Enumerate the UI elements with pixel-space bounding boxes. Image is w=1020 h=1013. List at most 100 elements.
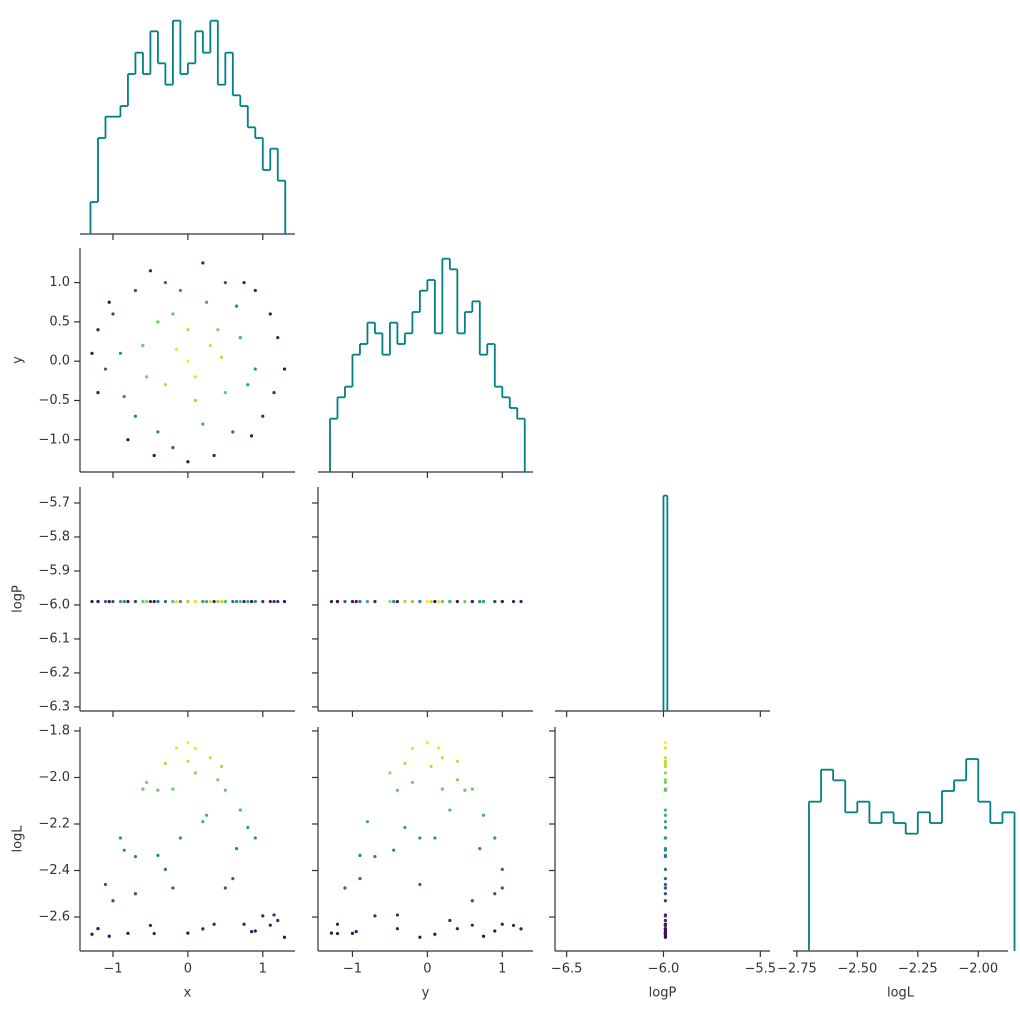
scatter-point [272, 391, 276, 395]
x-tick-label: −1 [103, 962, 122, 977]
scatter-point [238, 336, 242, 340]
scatter-point [156, 430, 160, 434]
scatter-point [437, 746, 441, 750]
scatter-point [103, 599, 108, 604]
scatter-point [663, 746, 668, 750]
scatter-point [219, 355, 224, 359]
y-tick-label: −2.2 [38, 816, 70, 831]
scatter-point [205, 813, 209, 817]
y-tick-label: −2.6 [38, 910, 70, 925]
scatter-point [145, 780, 149, 784]
scatter-point [103, 367, 108, 371]
scatter-point [261, 914, 265, 918]
scatter-point [440, 787, 444, 791]
scatter-point [663, 922, 668, 926]
scatter-point [212, 599, 216, 604]
y-tick-label: −5.7 [38, 495, 70, 510]
scatter-point [231, 599, 235, 604]
scatter-point [133, 599, 138, 604]
scatter-point [463, 599, 467, 604]
scatter-point [133, 414, 138, 418]
scatter-point [118, 351, 123, 355]
scatter-point [156, 788, 160, 792]
scatter-point [354, 599, 358, 604]
x-axis-label: logP [649, 986, 677, 1001]
scatter-point [448, 918, 452, 923]
scatter-point [440, 599, 444, 604]
scatter-point [201, 261, 205, 265]
y-tick-label: −2.0 [38, 770, 70, 785]
x-tick-label: −2.50 [837, 962, 877, 977]
scatter-point [175, 746, 179, 750]
scatter-point [429, 764, 433, 769]
scatter-point [253, 288, 257, 293]
scatter-point [329, 599, 334, 604]
scatter-point [212, 453, 216, 458]
x-tick-label: −2.25 [898, 962, 938, 977]
scatter-point [335, 931, 340, 936]
scatter-point [171, 886, 175, 890]
scatter-point [663, 934, 668, 938]
scatter-point [156, 599, 160, 604]
scatter-point [272, 913, 276, 917]
scatter-point [500, 922, 504, 926]
scatter-point [163, 599, 168, 604]
scatter-point [118, 836, 123, 840]
scatter-point [234, 599, 239, 604]
scatter-point [410, 599, 414, 604]
scatter-point [268, 923, 272, 927]
scatter-point [118, 599, 123, 604]
scatter-point [186, 359, 190, 363]
scatter-point [163, 383, 168, 387]
scatter-point [249, 434, 254, 438]
scatter-point [208, 756, 212, 760]
scatter-point [478, 847, 482, 851]
scatter-point [418, 599, 422, 604]
scatter-point [410, 780, 414, 784]
scatter-point [205, 599, 209, 604]
x-tick-label: −1 [343, 962, 362, 977]
scatter-point [395, 788, 400, 792]
scatter-point [373, 599, 377, 604]
y-tick-label: −6.1 [38, 631, 70, 646]
scatter-point [193, 771, 197, 775]
x-tick-label: 1 [498, 962, 506, 977]
scatter-point [448, 808, 452, 812]
scatter-point [171, 599, 175, 604]
scatter-point [410, 746, 414, 750]
scatter-point [663, 918, 668, 923]
x-axis-label: logL [887, 986, 915, 1001]
scatter-point [111, 599, 115, 604]
scatter-point [96, 391, 100, 395]
y-tick-label: −5.8 [38, 529, 70, 544]
scatter-point [335, 599, 340, 604]
scatter-point [171, 312, 175, 316]
scatter-point [663, 853, 668, 857]
scatter-point [126, 931, 130, 935]
scatter-point [156, 320, 160, 324]
scatter-point [193, 375, 197, 379]
y-tick-label: 0.5 [49, 314, 70, 329]
scatter-point [141, 599, 145, 604]
y-axis-label: logP [11, 585, 26, 613]
scatter-point [481, 813, 486, 817]
scatter-point [205, 300, 209, 304]
x-tick-label: 1 [259, 962, 267, 977]
scatter-point [433, 932, 437, 936]
scatter-point [133, 288, 138, 293]
y-tick-label: −5.9 [38, 563, 70, 578]
y-tick-label: −0.5 [38, 393, 70, 408]
scatter-point [141, 343, 145, 348]
scatter-point [216, 599, 220, 604]
scatter-point [238, 808, 242, 812]
scatter-point [261, 414, 265, 418]
scatter-point [395, 599, 400, 604]
scatter-point [276, 336, 280, 340]
scatter-point [663, 825, 668, 830]
scatter-point [519, 927, 523, 931]
scatter-point [663, 761, 668, 766]
scatter-point [145, 599, 149, 604]
scatter-point [253, 367, 257, 371]
scatter-point [216, 328, 220, 332]
scatter-point [253, 599, 257, 604]
